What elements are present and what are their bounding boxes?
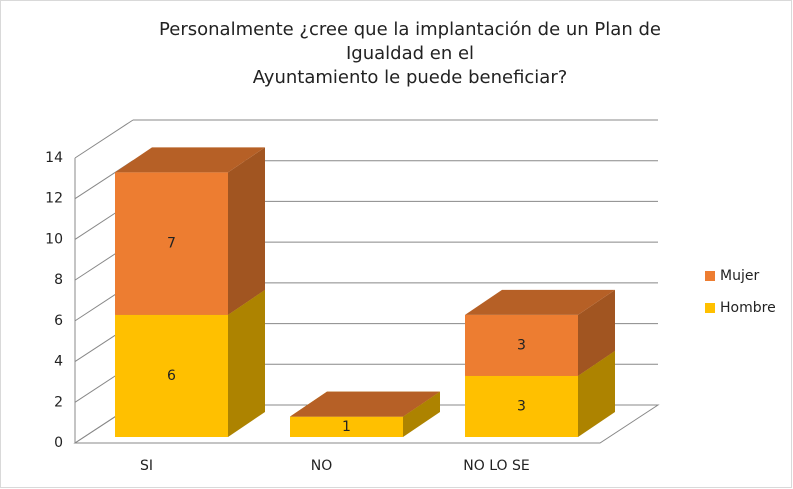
legend-label: Hombre xyxy=(720,300,776,316)
bar-side xyxy=(403,391,440,437)
bar-side xyxy=(578,289,615,376)
bar xyxy=(115,314,228,437)
chart-title-line: Igualdad en el xyxy=(346,43,474,64)
bar-side xyxy=(578,350,615,437)
bar-side xyxy=(228,147,265,315)
y-tick-label: 2 xyxy=(54,394,63,410)
y-tick-label: 12 xyxy=(45,191,63,207)
data-label: 1 xyxy=(342,419,351,435)
legend-label: Mujer xyxy=(720,268,759,284)
x-tick-label: NO LO SE xyxy=(463,458,529,474)
x-tick-label: NO xyxy=(311,458,333,474)
data-label: 3 xyxy=(517,337,526,353)
y-tick-label: 8 xyxy=(54,272,63,288)
bar-top xyxy=(290,391,440,417)
y-tick-label: 10 xyxy=(45,231,63,247)
legend-swatch xyxy=(705,271,715,281)
y-tick-label: 4 xyxy=(54,354,63,370)
grid-line xyxy=(74,119,134,159)
bar-side xyxy=(228,289,265,437)
bar-top xyxy=(465,289,615,315)
bar xyxy=(115,172,228,315)
y-tick-label: 6 xyxy=(54,313,63,329)
bar-top xyxy=(115,147,265,173)
bar xyxy=(290,416,403,437)
x-tick-label: SI xyxy=(140,458,153,474)
data-label: 3 xyxy=(517,398,526,414)
y-tick-label: 0 xyxy=(54,435,63,451)
legend-swatch xyxy=(705,303,715,313)
y-tick-label: 14 xyxy=(45,150,63,166)
chart-title-line: Personalmente ¿cree que la implantación … xyxy=(159,19,661,40)
data-label: 7 xyxy=(167,236,176,252)
chart-title: Personalmente ¿cree que la implantación … xyxy=(159,19,661,88)
bar xyxy=(465,314,578,376)
bar xyxy=(465,375,578,437)
data-label: 6 xyxy=(167,368,176,384)
chart-title-line: Ayuntamiento le puede beneficiar? xyxy=(253,67,568,88)
